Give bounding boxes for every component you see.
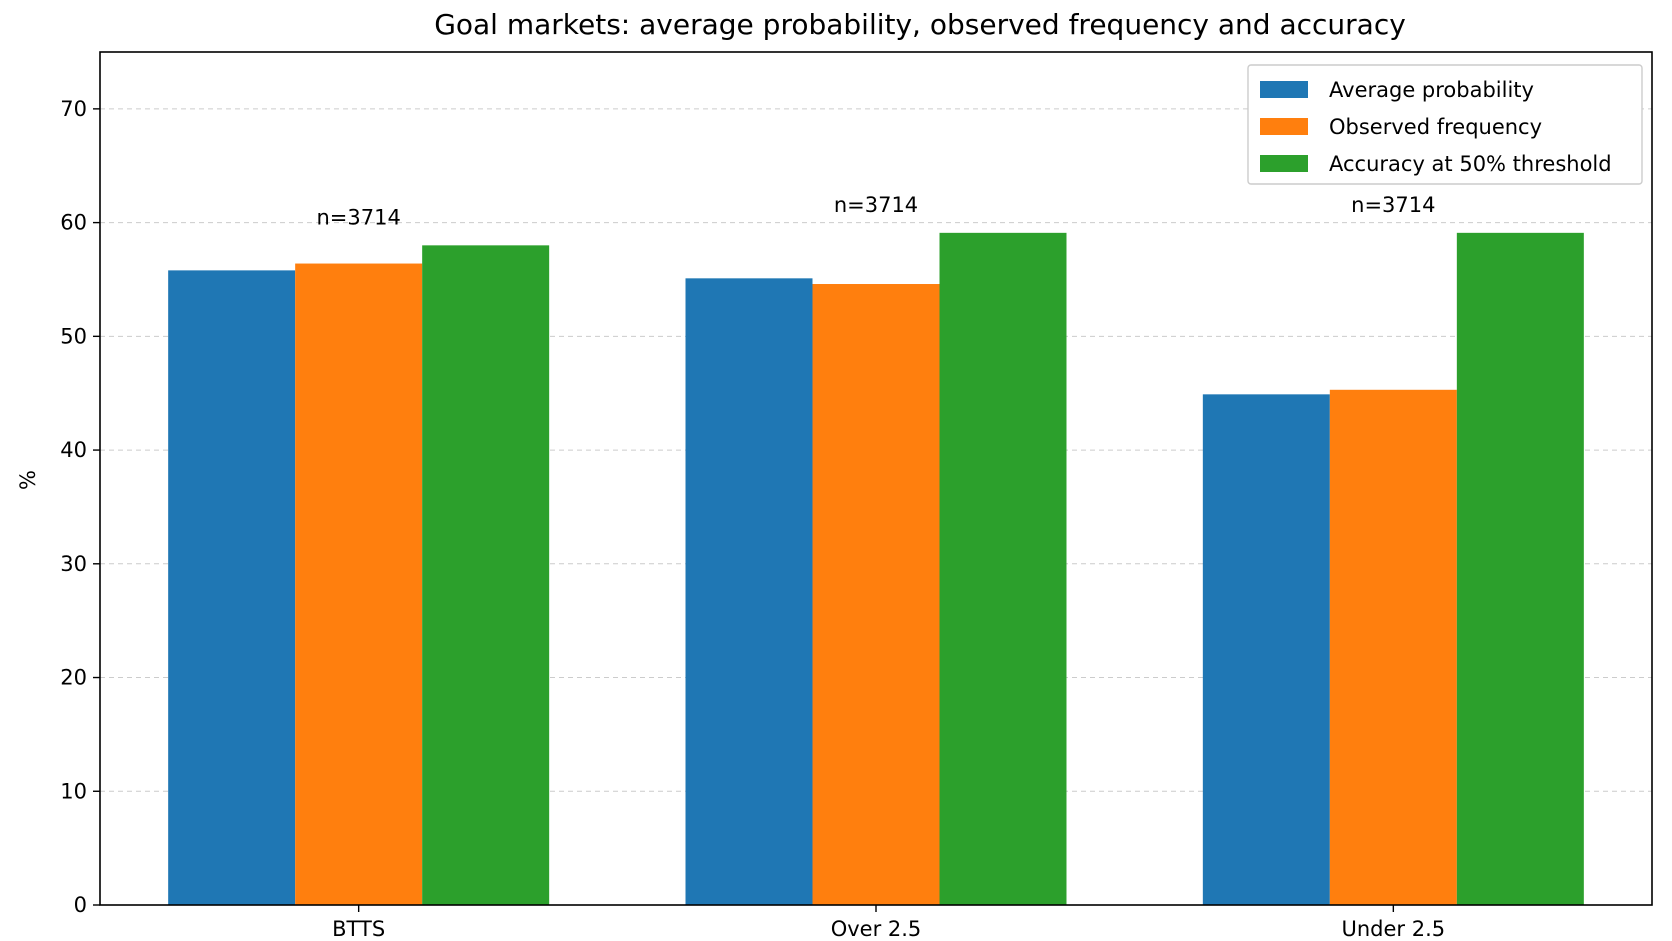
y-tick-label: 60 xyxy=(60,211,87,235)
y-tick-label: 20 xyxy=(60,666,87,690)
x-axis-ticks: BTTS Over 2.5 Under 2.5 xyxy=(332,905,1445,941)
legend-box xyxy=(1247,64,1643,185)
bar xyxy=(168,270,296,905)
legend-label: Observed frequency xyxy=(1329,115,1542,139)
bar xyxy=(295,263,423,905)
legend-swatch xyxy=(1260,81,1308,98)
y-tick-label: 50 xyxy=(60,324,87,348)
y-axis-ticks: 0 10 20 30 40 50 60 70 xyxy=(60,97,100,917)
annotations: n=3714 n=3714 n=3714 xyxy=(316,193,1435,230)
bar xyxy=(1202,394,1330,905)
bar xyxy=(939,232,1067,905)
y-tick-label: 0 xyxy=(74,893,87,917)
y-tick-label: 70 xyxy=(60,97,87,121)
chart-title: Goal markets: average probability, obser… xyxy=(434,8,1406,41)
x-tick-label: Under 2.5 xyxy=(1342,917,1446,941)
y-tick-label: 40 xyxy=(60,438,87,462)
bar xyxy=(1329,389,1457,906)
legend: Average probability Observed frequency Acc… xyxy=(1247,64,1643,185)
bar xyxy=(422,245,550,905)
bar xyxy=(1456,232,1584,905)
bars xyxy=(168,232,1584,906)
legend-label: Accuracy at 50% threshold xyxy=(1329,152,1612,176)
legend-label: Average probability xyxy=(1329,78,1534,102)
y-axis-label: % xyxy=(16,470,40,490)
sample-size-label: n=3714 xyxy=(1351,193,1435,217)
legend-swatch xyxy=(1260,155,1308,172)
sample-size-label: n=3714 xyxy=(316,205,400,229)
bar xyxy=(812,284,940,905)
legend-swatch xyxy=(1260,118,1308,135)
x-tick-label: BTTS xyxy=(332,917,385,941)
y-tick-label: 30 xyxy=(60,552,87,576)
sample-size-label: n=3714 xyxy=(834,193,918,217)
y-tick-label: 10 xyxy=(60,779,87,803)
bar xyxy=(685,278,813,905)
x-tick-label: Over 2.5 xyxy=(831,917,922,941)
